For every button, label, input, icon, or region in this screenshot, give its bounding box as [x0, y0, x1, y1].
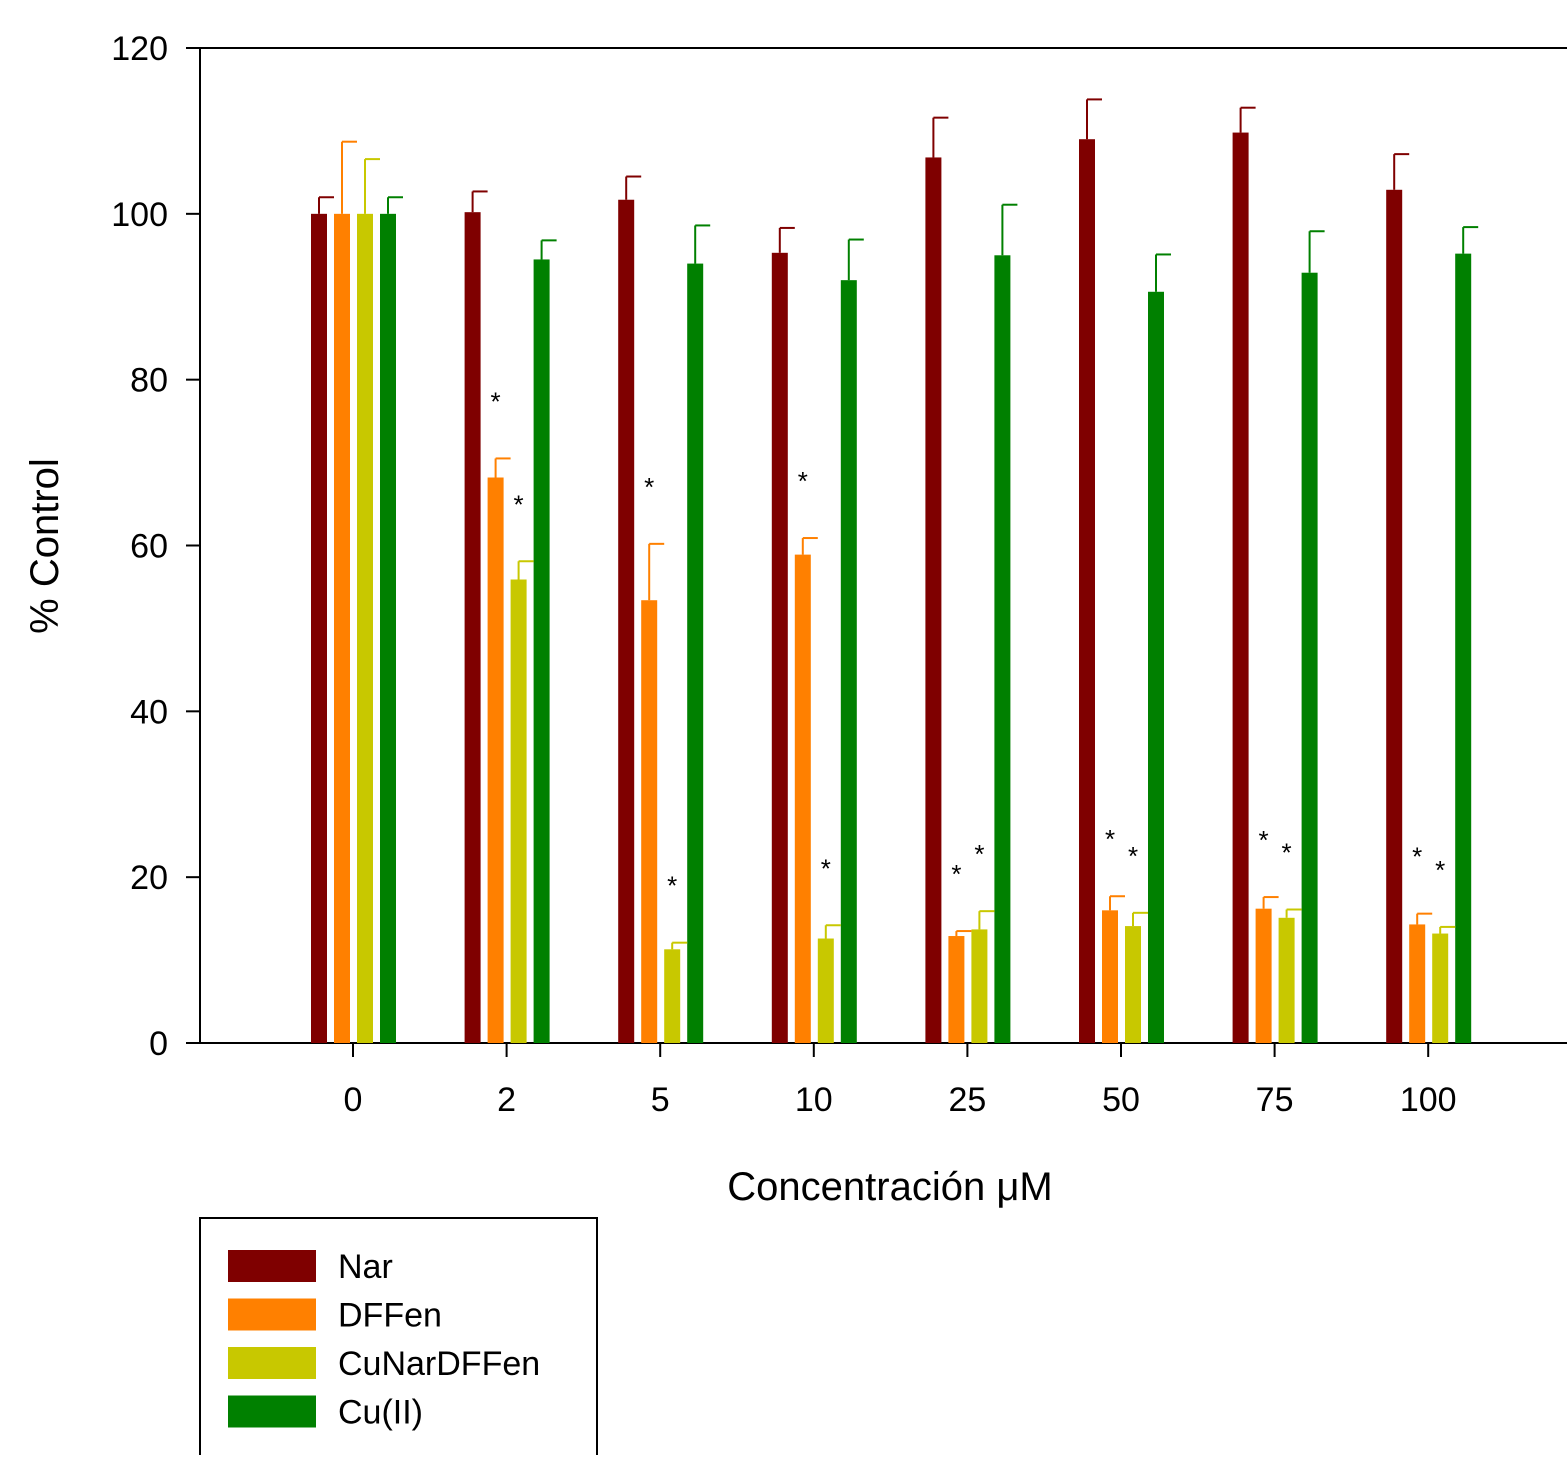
bar [1301, 272, 1318, 1043]
bar [464, 212, 481, 1044]
significance-star: * [951, 859, 961, 889]
x-tick-label: 2 [497, 1081, 516, 1119]
legend-swatch [228, 1298, 316, 1331]
significance-markers: * * * * * * * * * * * * * * [491, 386, 1446, 900]
bar [334, 213, 350, 1044]
significance-star: * [1412, 842, 1422, 872]
bar [357, 213, 373, 1044]
significance-star: * [1259, 825, 1269, 855]
bar [1409, 924, 1426, 1043]
y-tick-label: 40 [130, 693, 168, 731]
bars [311, 132, 1472, 1044]
bar [1232, 132, 1249, 1043]
bar [687, 263, 704, 1043]
legend: Nar DFFen CuNarDFFen Cu(II) [199, 1217, 598, 1460]
bar [380, 213, 396, 1044]
bar [948, 936, 965, 1043]
bar [1148, 291, 1164, 1043]
significance-star: * [1282, 838, 1292, 868]
y-tick-label: 0 [149, 1025, 168, 1063]
bar [994, 255, 1011, 1043]
x-tick-label: 100 [1400, 1081, 1457, 1119]
x-tick-label: 5 [651, 1081, 670, 1119]
significance-star: * [644, 472, 654, 502]
x-tick-label: 50 [1102, 1081, 1140, 1119]
bar [664, 949, 681, 1043]
significance-star: * [821, 853, 831, 883]
bar [1125, 926, 1141, 1043]
bar [817, 938, 834, 1043]
y-tick-label: 80 [130, 362, 168, 400]
bar [1386, 189, 1403, 1044]
y-tick-label: 60 [130, 528, 168, 566]
legend-swatch [228, 1347, 316, 1379]
bar [1102, 910, 1118, 1043]
y-axis-title: % Control [23, 458, 67, 634]
significance-star: * [1105, 824, 1115, 854]
significance-star: * [514, 489, 524, 519]
bar [487, 477, 504, 1044]
legend-label: Nar [338, 1248, 393, 1286]
x-tick-label: 75 [1256, 1081, 1294, 1119]
bar [641, 600, 658, 1043]
x-axis-title: Concentración μM [727, 1165, 1052, 1209]
x-tick-label: 10 [795, 1081, 833, 1119]
bar [311, 213, 327, 1044]
bar [533, 259, 550, 1043]
significance-star: * [798, 466, 808, 496]
bar [1455, 253, 1472, 1044]
legend-swatch [228, 1395, 316, 1428]
bar [510, 579, 527, 1043]
bar [1255, 908, 1272, 1043]
legend-label: DFFen [338, 1297, 442, 1335]
significance-star: * [1128, 841, 1138, 871]
x-tick-label: 25 [948, 1081, 986, 1119]
significance-star: * [974, 839, 984, 869]
bar [840, 280, 857, 1044]
significance-star: * [667, 871, 677, 901]
legend-label: Cu(II) [338, 1394, 423, 1432]
legend-swatch [228, 1250, 316, 1282]
x-tick-label: 0 [344, 1081, 363, 1119]
y-tick-label: 100 [111, 196, 168, 234]
bar [794, 554, 811, 1043]
y-tick-label: 20 [130, 859, 168, 897]
bar [1432, 933, 1449, 1043]
bar [925, 157, 942, 1043]
error-bars [318, 98, 1479, 950]
significance-star: * [1435, 855, 1445, 885]
bar [971, 929, 988, 1043]
bar [771, 252, 788, 1043]
y-tick-label: 120 [111, 30, 168, 68]
legend-label: CuNarDFFen [338, 1345, 540, 1383]
bar [618, 199, 635, 1044]
significance-star: * [491, 386, 501, 416]
bar [1278, 917, 1295, 1043]
bar [1079, 139, 1095, 1044]
